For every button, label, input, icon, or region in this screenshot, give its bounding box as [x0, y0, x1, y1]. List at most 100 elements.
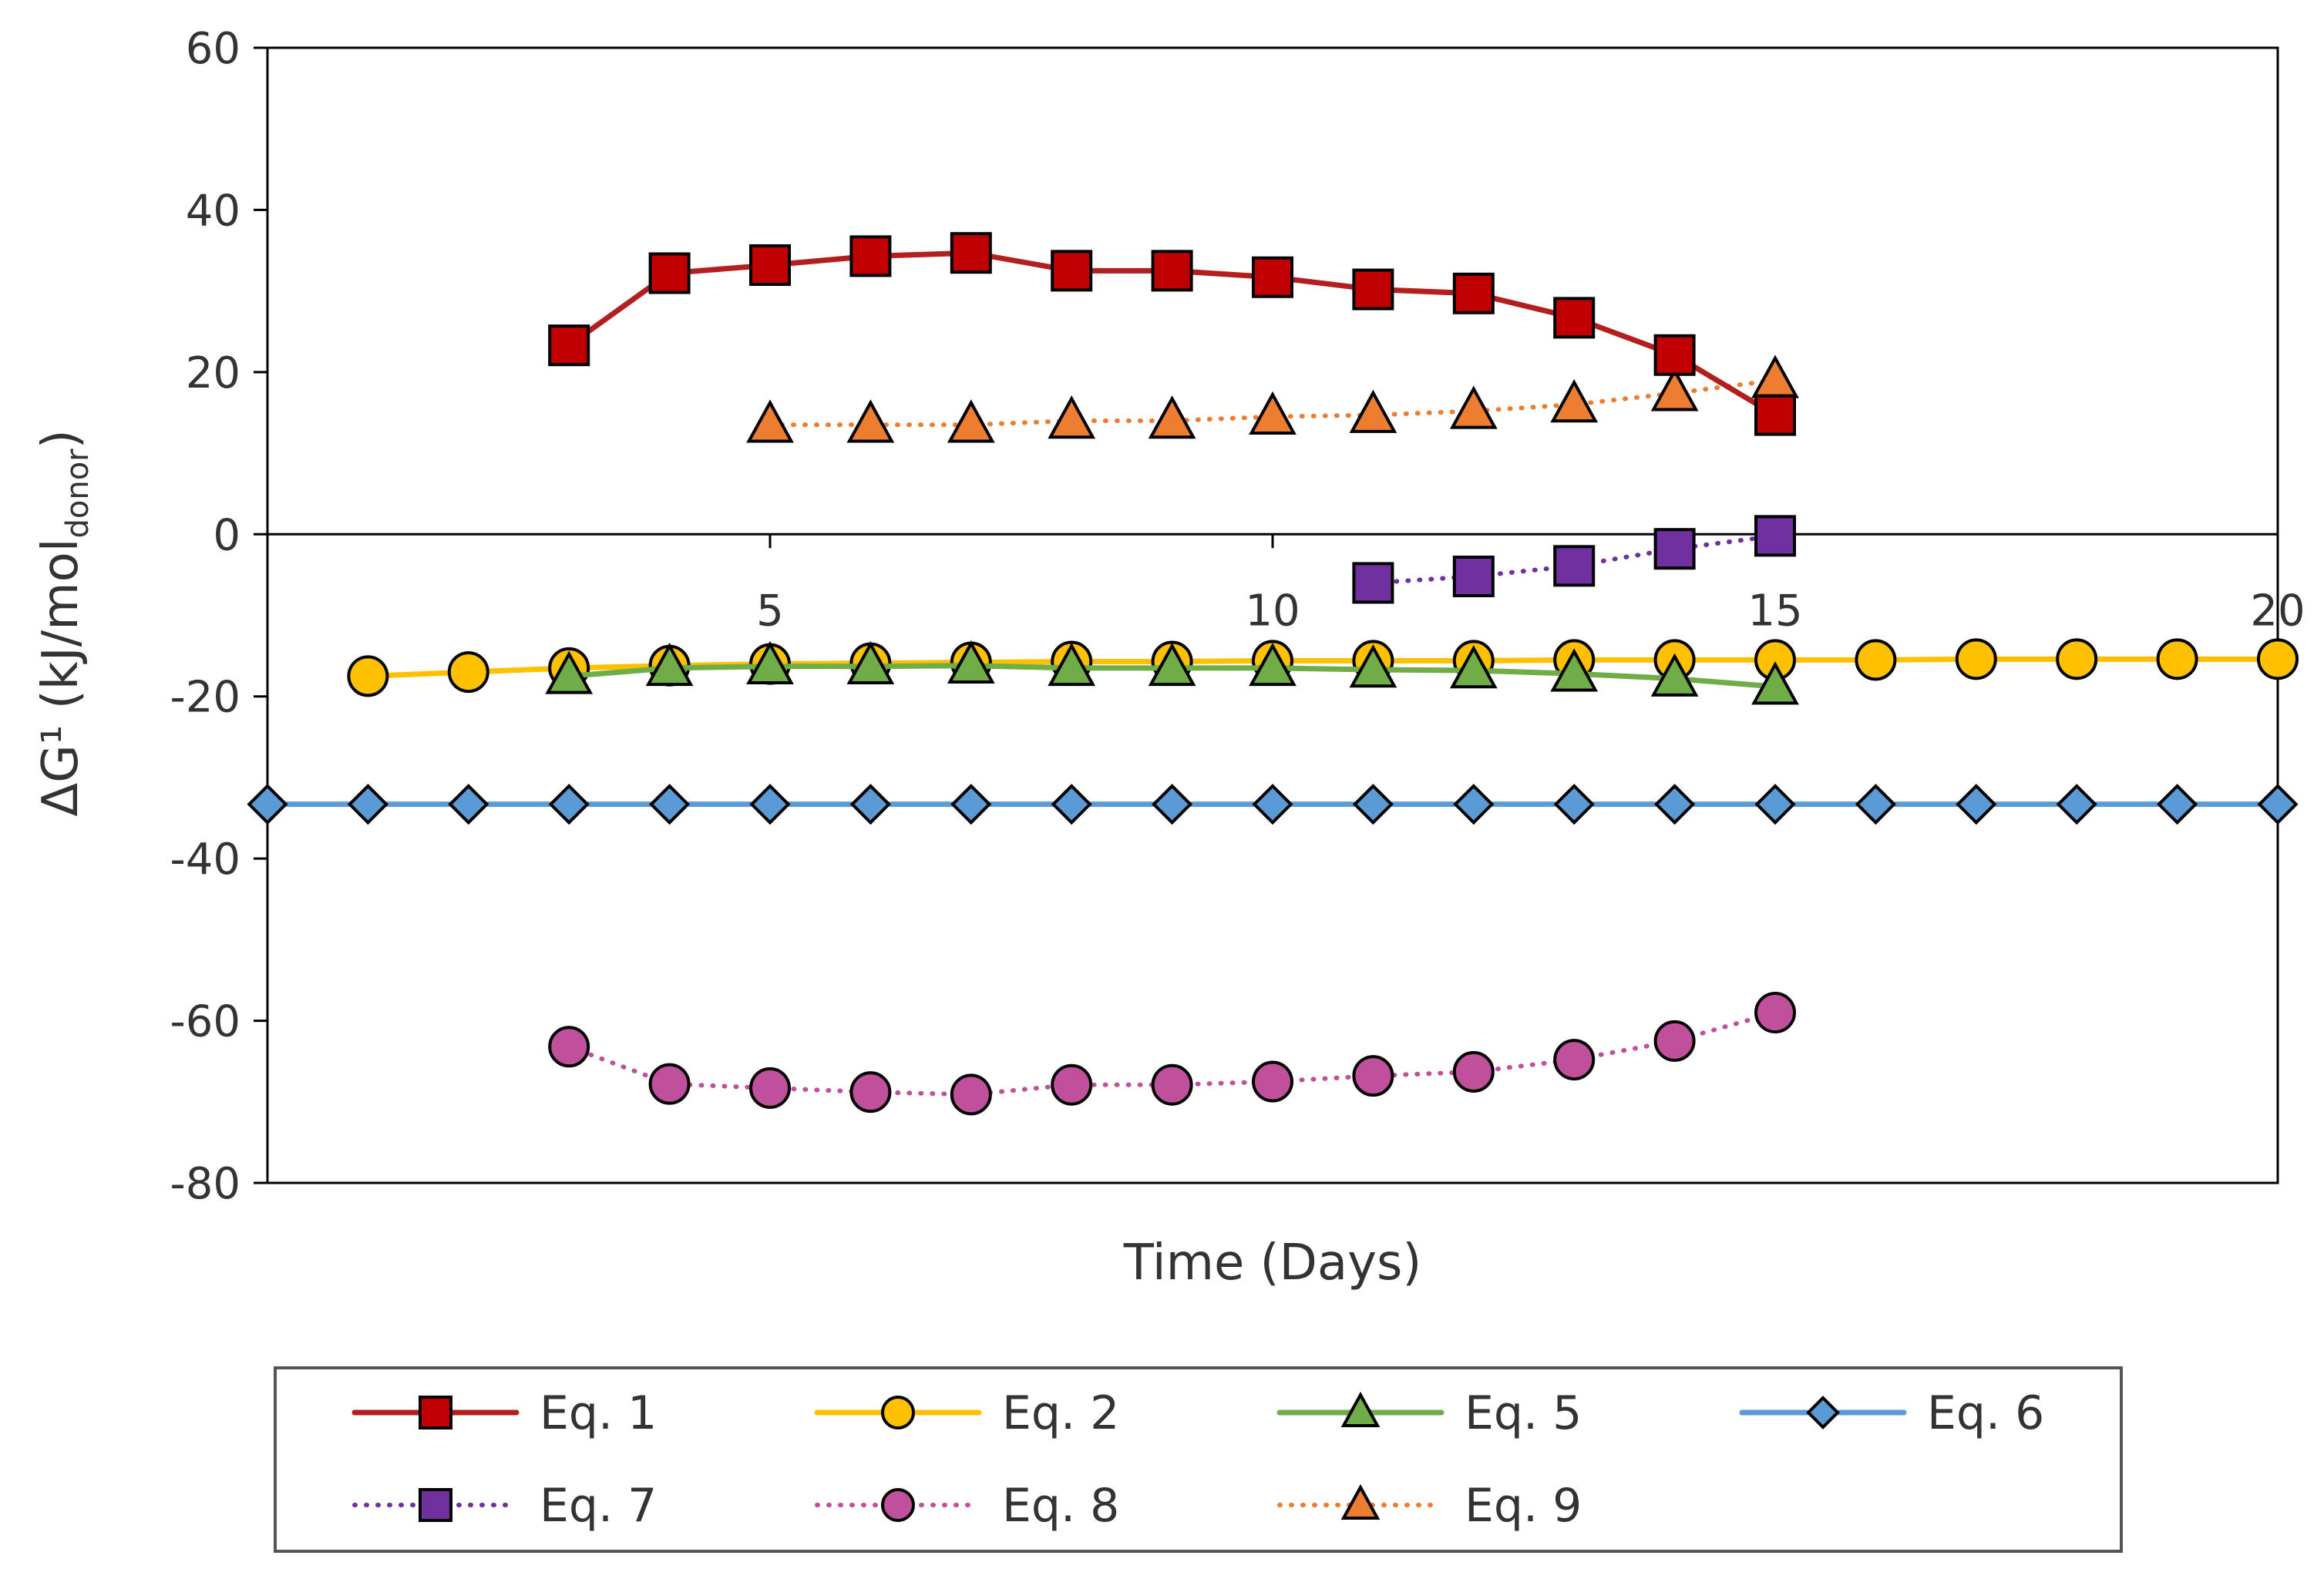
data-point-eq-9 [947, 399, 995, 443]
data-point-eq-9 [1349, 389, 1397, 433]
series-eq-8 [548, 992, 1796, 1116]
data-point-eq-5 [1349, 644, 1397, 688]
legend-item-eq-2: Eq. 2 [814, 1386, 1119, 1440]
y-tick-label: -80 [170, 1159, 240, 1209]
y-tick-label: 0 [213, 510, 240, 560]
data-point-eq-5 [1249, 642, 1297, 687]
series-eq-1 [548, 232, 1796, 436]
data-point-eq-5 [1650, 653, 1699, 697]
data-point-eq-2 [1955, 638, 1997, 680]
data-point-eq-1 [1252, 256, 1293, 298]
data-point-eq-1 [1352, 268, 1394, 311]
data-point-eq-9 [746, 399, 794, 443]
y-axis-title-close: ) [32, 429, 89, 449]
data-point-eq-6 [2157, 784, 2198, 825]
legend-marker [1806, 1396, 1840, 1429]
x-tick-label: 20 [2250, 586, 2305, 636]
series-eq-7 [1352, 515, 1796, 604]
legend-marker [881, 1396, 915, 1429]
y-tick-label: 40 [186, 186, 240, 236]
data-point-eq-8 [950, 1073, 992, 1116]
data-point-eq-6 [2257, 784, 2299, 825]
legend-label: Eq. 5 [1465, 1386, 1582, 1440]
data-point-eq-6 [649, 784, 691, 825]
data-point-eq-9 [1048, 395, 1096, 439]
data-point-eq-8 [1051, 1063, 1093, 1106]
y-axis-title: ΔG¹ (kJ/moldonor) [32, 429, 96, 816]
data-point-eq-6 [2056, 784, 2097, 825]
data-point-eq-7 [1553, 545, 1596, 587]
y-tick-label: 60 [186, 24, 240, 74]
y-tick-label: -60 [170, 997, 240, 1047]
data-point-eq-8 [1352, 1055, 1394, 1097]
data-point-eq-5 [1048, 642, 1096, 687]
data-point-eq-5 [846, 640, 895, 685]
data-point-eq-5 [645, 642, 694, 687]
data-point-eq-2 [347, 655, 389, 697]
plot-area-frame [266, 46, 2279, 1184]
y-axis-title-main: ΔG¹ (kJ/mol [32, 538, 89, 816]
data-point-eq-6 [448, 784, 489, 825]
data-point-eq-2 [2156, 638, 2198, 680]
data-point-eq-2 [2257, 638, 2299, 680]
data-point-eq-1 [1653, 334, 1696, 376]
data-point-eq-6 [1553, 784, 1595, 825]
data-point-eq-8 [1452, 1050, 1495, 1093]
legend-label: Eq. 1 [540, 1386, 657, 1440]
data-point-eq-2 [447, 651, 489, 694]
data-point-eq-1 [1151, 250, 1193, 292]
legend-item-eq-6: Eq. 6 [1739, 1386, 2044, 1440]
data-point-eq-8 [548, 1026, 590, 1068]
data-point-eq-6 [1956, 784, 1997, 825]
legend-item-eq-1: Eq. 1 [351, 1386, 657, 1440]
legend-label: Eq. 7 [540, 1479, 657, 1533]
data-point-eq-8 [1754, 992, 1796, 1034]
legend-label: Eq. 2 [1002, 1386, 1119, 1440]
data-point-eq-1 [1553, 297, 1596, 339]
legend-item-eq-7: Eq. 7 [352, 1479, 657, 1533]
data-point-eq-8 [849, 1071, 892, 1114]
legend-box [274, 1366, 2123, 1553]
series-line-eq-7 [1371, 533, 1777, 586]
data-point-eq-6 [1352, 784, 1394, 825]
data-point-eq-5 [1449, 645, 1498, 689]
legend-label: Eq. 6 [1927, 1386, 2044, 1440]
data-point-eq-5 [545, 650, 594, 694]
x-tick-label: 5 [756, 586, 784, 636]
legend-label: Eq. 9 [1465, 1479, 1582, 1533]
data-point-eq-1 [648, 252, 691, 294]
data-point-eq-1 [1754, 394, 1796, 436]
data-point-eq-5 [746, 640, 794, 685]
data-point-eq-6 [1252, 784, 1293, 825]
data-point-eq-1 [950, 232, 992, 274]
data-point-eq-9 [1751, 354, 1799, 398]
y-tick-label: -20 [170, 673, 240, 723]
data-point-eq-9 [846, 399, 895, 443]
series-eq-6 [247, 784, 2299, 825]
data-point-eq-6 [1152, 784, 1193, 825]
data-point-eq-1 [749, 244, 791, 286]
data-point-eq-5 [1751, 661, 1799, 705]
data-point-eq-6 [849, 784, 891, 825]
data-point-eq-1 [1452, 272, 1495, 314]
data-point-eq-7 [1352, 562, 1394, 604]
data-point-eq-9 [1449, 385, 1498, 429]
data-point-eq-8 [1653, 1020, 1696, 1062]
series-eq-9 [746, 354, 1799, 443]
data-point-eq-8 [1553, 1039, 1596, 1081]
legend-marker [419, 1488, 452, 1522]
data-point-eq-8 [1151, 1063, 1193, 1106]
y-tick-label: 20 [186, 348, 240, 398]
data-point-eq-6 [950, 784, 992, 825]
x-tick-label: 10 [1245, 586, 1300, 636]
series-eq-5 [545, 640, 1799, 705]
data-point-eq-2 [1855, 639, 1897, 681]
data-point-eq-7 [1754, 515, 1796, 557]
data-point-eq-6 [1654, 784, 1696, 825]
legend-marker [881, 1488, 915, 1522]
data-point-eq-6 [347, 784, 388, 825]
data-point-eq-9 [1249, 391, 1297, 435]
data-point-eq-9 [1650, 368, 1699, 412]
data-point-eq-8 [749, 1067, 791, 1109]
